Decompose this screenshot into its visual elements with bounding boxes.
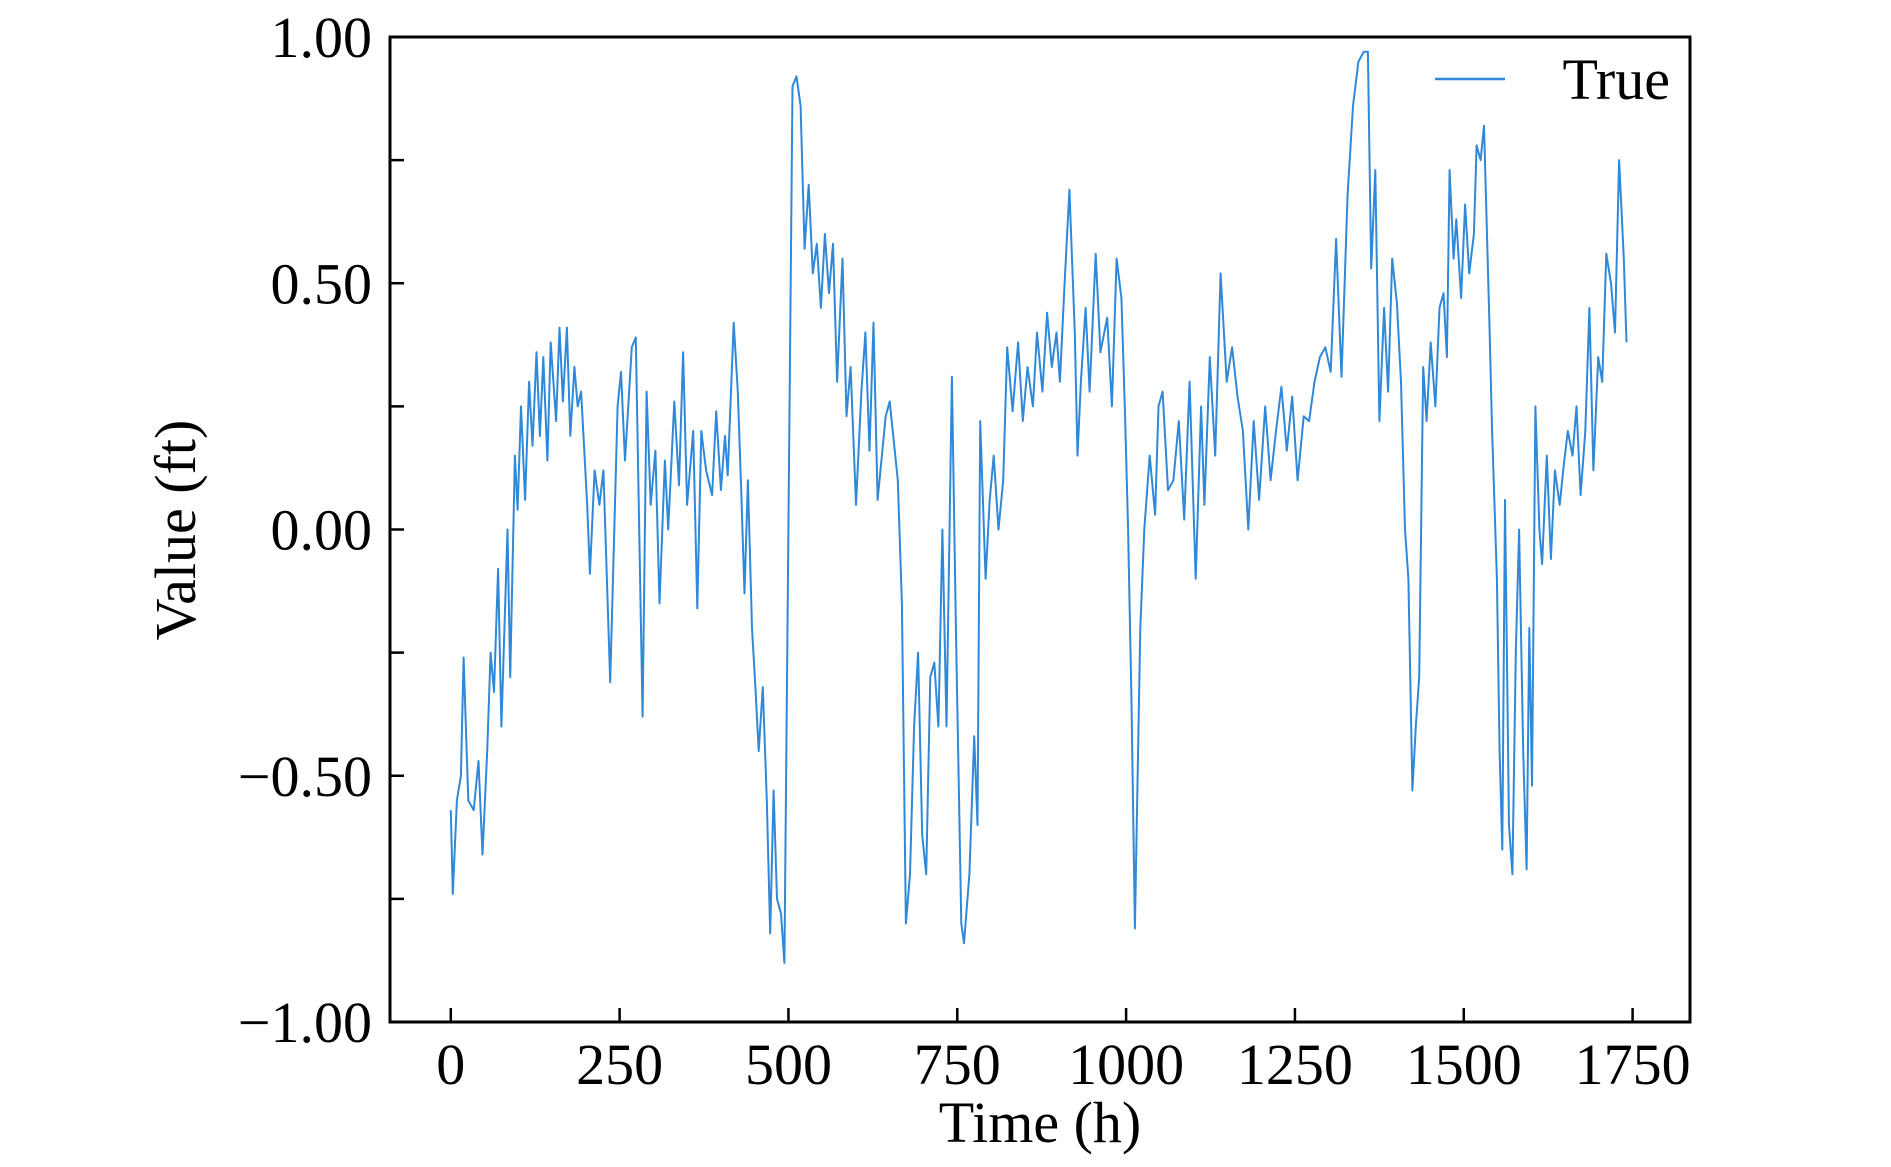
x-tick-label: 1750 [1575, 1032, 1691, 1097]
x-tick-label: 1500 [1406, 1032, 1522, 1097]
x-tick-label: 750 [914, 1032, 1001, 1097]
x-tick-label: 0 [436, 1032, 465, 1097]
y-axis-label: Value (ft) [143, 420, 208, 641]
data-line [449, 50, 1628, 964]
y-tick-label: 0.00 [271, 498, 373, 563]
legend-label: True [1563, 47, 1670, 112]
y-tick-label: −1.00 [238, 990, 372, 1055]
x-tick-label: 250 [576, 1032, 663, 1097]
x-tick-label: 1000 [1068, 1032, 1184, 1097]
y-tick-label: 0.50 [271, 251, 373, 316]
plot-frame [388, 35, 1692, 1024]
x-tick-label: 1250 [1237, 1032, 1353, 1097]
y-tick-label: 1.00 [271, 5, 373, 70]
x-axis-label: Time (h) [939, 1090, 1142, 1155]
y-tick-label: −0.50 [238, 744, 372, 809]
x-tick-label: 500 [745, 1032, 832, 1097]
